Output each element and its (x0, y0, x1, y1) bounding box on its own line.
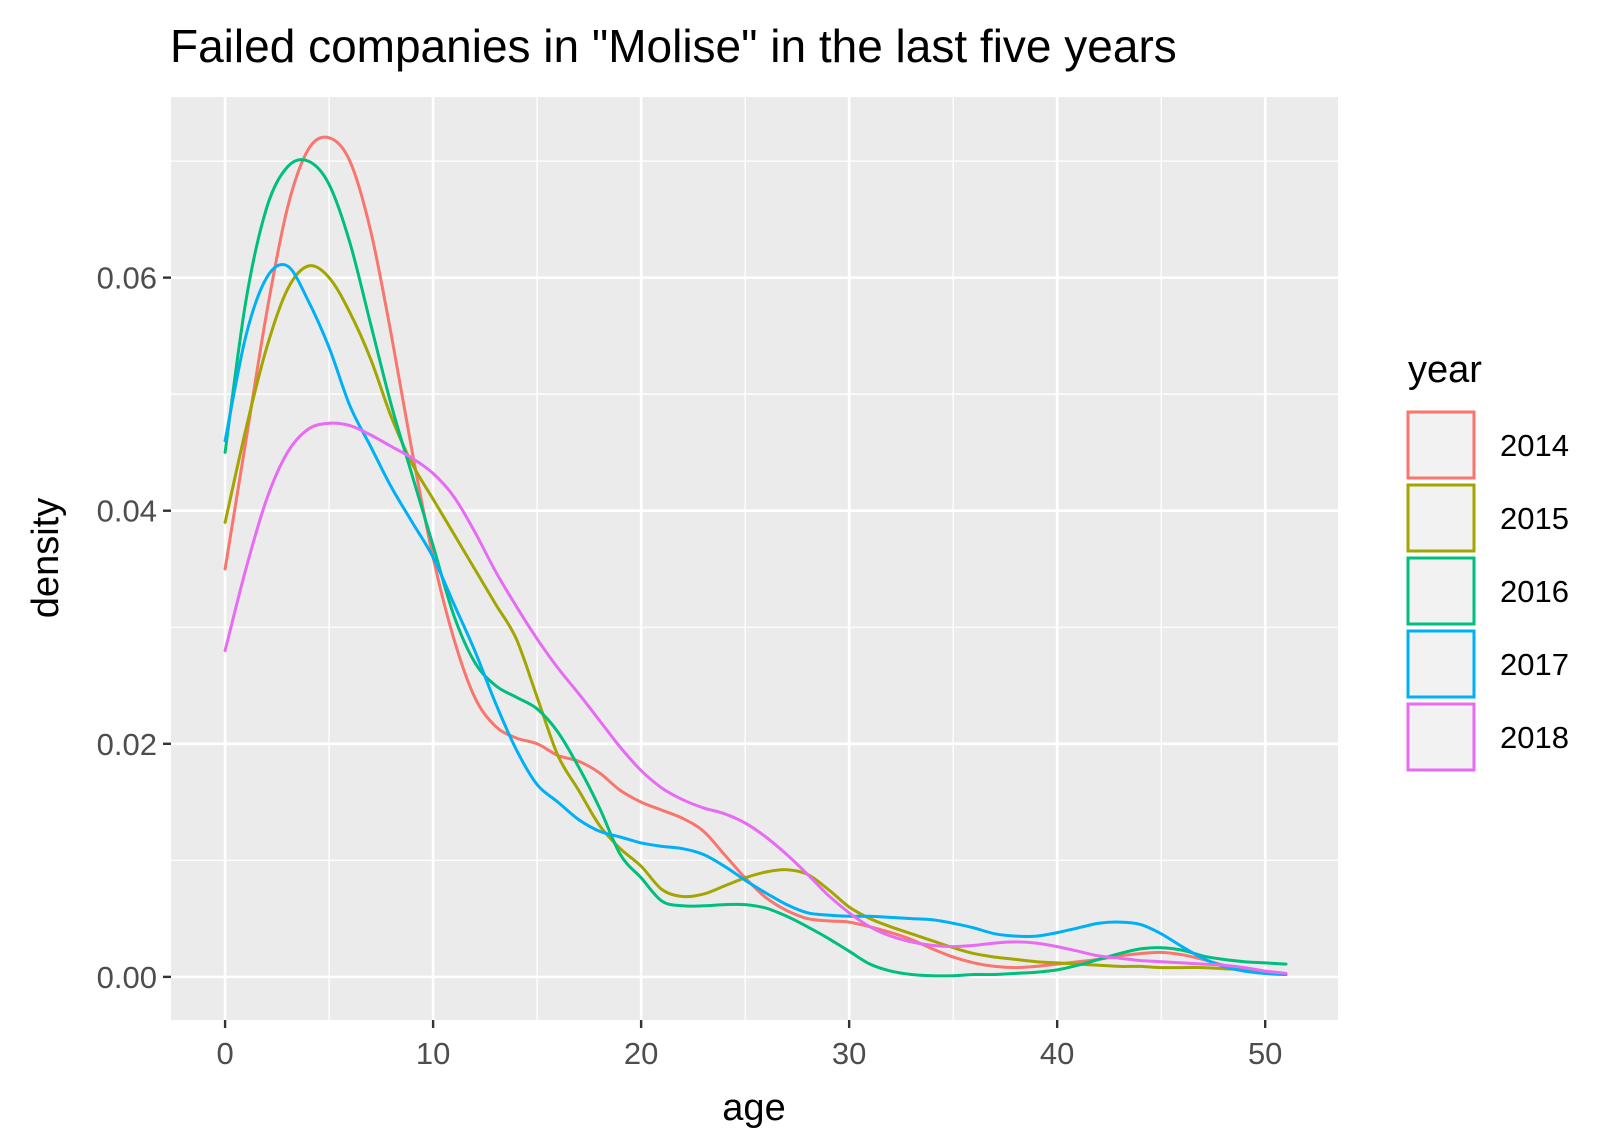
legend-label-2017: 2017 (1500, 647, 1569, 682)
axis-ticks: 0 10 20 30 40 50 0.00 0.02 0.04 0.06 (97, 261, 1283, 1071)
x-tick-label: 20 (624, 1036, 658, 1071)
y-tick-label: 0.06 (97, 261, 157, 296)
y-tick-label: 0.00 (97, 960, 157, 995)
series-line-2017 (223, 263, 1288, 976)
x-tick-label: 50 (1248, 1036, 1282, 1071)
chart-title: Failed companies in "Molise" in the last… (170, 20, 1177, 72)
series-line-2015 (223, 264, 1288, 976)
legend-label-2014: 2014 (1500, 428, 1569, 463)
legend-key-2014 (1406, 410, 1476, 480)
series-line-2018 (223, 421, 1288, 975)
x-tick-label: 30 (832, 1036, 866, 1071)
legend-key-2017 (1406, 629, 1476, 699)
legend-key-2016 (1406, 556, 1476, 626)
minor-gridlines (171, 97, 1338, 1020)
y-tick-label: 0.02 (97, 727, 157, 762)
series-layer (223, 135, 1288, 978)
series-line-2016 (223, 158, 1288, 978)
legend-label-2016: 2016 (1500, 574, 1569, 609)
legend: year 2014 2015 2016 2017 2018 (1406, 349, 1569, 772)
y-tick-label: 0.04 (97, 494, 157, 529)
legend-key-2018 (1406, 702, 1476, 772)
legend-key-2015 (1406, 483, 1476, 553)
x-axis-title: age (722, 1087, 785, 1129)
y-axis-title: density (25, 498, 67, 618)
x-tick-label: 10 (416, 1036, 450, 1071)
legend-title: year (1408, 349, 1482, 391)
plot-panel (171, 97, 1338, 1020)
legend-label-2015: 2015 (1500, 501, 1569, 536)
x-tick-label: 40 (1040, 1036, 1074, 1071)
legend-label-2018: 2018 (1500, 720, 1569, 755)
major-gridlines (171, 97, 1338, 1020)
x-tick-label: 0 (216, 1036, 233, 1071)
